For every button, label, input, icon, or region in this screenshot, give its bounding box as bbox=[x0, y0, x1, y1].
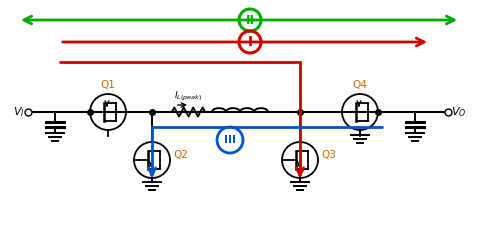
Text: I: I bbox=[248, 35, 252, 49]
Text: Q2: Q2 bbox=[173, 150, 188, 160]
Text: $V_I$: $V_I$ bbox=[13, 105, 25, 119]
Text: Q4: Q4 bbox=[353, 80, 368, 90]
Text: Q3: Q3 bbox=[321, 150, 336, 160]
Text: $I_{L(peak)}$: $I_{L(peak)}$ bbox=[174, 90, 202, 103]
Text: $V_O$: $V_O$ bbox=[451, 105, 467, 119]
Text: Q1: Q1 bbox=[100, 80, 116, 90]
Text: III: III bbox=[224, 135, 236, 145]
Text: II: II bbox=[246, 13, 254, 26]
